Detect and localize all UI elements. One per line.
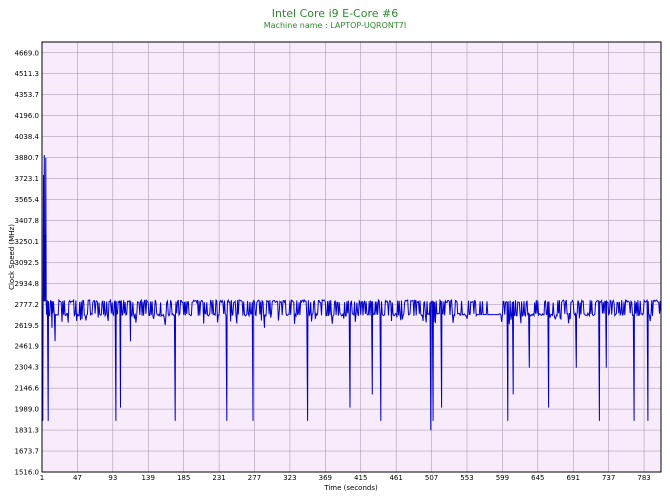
x-tick-label: 277 bbox=[248, 474, 261, 482]
y-tick-label: 3565.4 bbox=[15, 196, 40, 204]
x-tick-label: 231 bbox=[212, 474, 225, 482]
y-tick-label: 4353.7 bbox=[15, 91, 40, 99]
y-axis-label: Clock Speed (MHz) bbox=[8, 224, 16, 290]
plot-area bbox=[42, 42, 661, 472]
y-tick-label: 2146.6 bbox=[15, 385, 40, 393]
x-tick-label: 507 bbox=[425, 474, 438, 482]
y-tick-label: 4511.3 bbox=[15, 70, 40, 78]
x-tick-label: 645 bbox=[531, 474, 544, 482]
x-tick-label: 323 bbox=[283, 474, 296, 482]
x-tick-label: 737 bbox=[602, 474, 615, 482]
chart-title: Intel Core i9 E-Core #6 bbox=[272, 7, 398, 20]
y-tick-label: 3880.7 bbox=[15, 154, 40, 162]
y-tick-label: 3407.8 bbox=[15, 217, 40, 225]
y-tick-label: 2461.9 bbox=[15, 343, 40, 351]
y-tick-label: 2777.2 bbox=[15, 301, 40, 309]
x-tick-label: 599 bbox=[496, 474, 509, 482]
x-tick-label: 415 bbox=[354, 474, 367, 482]
y-tick-label: 4038.4 bbox=[15, 133, 40, 141]
y-tick-label: 1673.7 bbox=[15, 448, 40, 456]
x-tick-label: 93 bbox=[108, 474, 117, 482]
y-axis-ticks: 1516.0 1673.7 1831.3 1989.0 2146.6 2304.3 2461… bbox=[15, 49, 40, 476]
x-axis-ticks: 1 47 93 139 185 231 277 323 369 415 461 507 553 599 64… bbox=[40, 474, 651, 482]
y-tick-label: 1989.0 bbox=[15, 406, 40, 414]
y-tick-label: 3250.1 bbox=[15, 238, 40, 246]
y-tick-label: 4196.0 bbox=[15, 112, 40, 120]
x-tick-label: 783 bbox=[637, 474, 650, 482]
x-tick-label: 139 bbox=[142, 474, 155, 482]
x-tick-label: 369 bbox=[319, 474, 332, 482]
x-tick-label: 185 bbox=[177, 474, 190, 482]
grid bbox=[41, 42, 661, 473]
x-tick-label: 691 bbox=[567, 474, 580, 482]
x-tick-label: 47 bbox=[73, 474, 82, 482]
chart-subtitle: Machine name : LAPTOP-UQRONT7I bbox=[264, 21, 406, 30]
clock-speed-line bbox=[41, 154, 662, 431]
y-tick-label: 2304.3 bbox=[15, 364, 40, 372]
y-tick-label: 3092.5 bbox=[15, 259, 40, 267]
y-tick-label: 3723.1 bbox=[15, 175, 40, 183]
y-tick-label: 1831.3 bbox=[15, 427, 40, 435]
x-tick-label: 1 bbox=[40, 474, 44, 482]
y-tick-label: 2619.5 bbox=[15, 322, 40, 330]
x-tick-label: 461 bbox=[389, 474, 402, 482]
plot-frame bbox=[41, 41, 662, 473]
y-tick-label: 2934.8 bbox=[15, 280, 40, 288]
y-tick-label: 1516.0 bbox=[15, 469, 40, 477]
y-tick-label: 4669.0 bbox=[15, 49, 40, 57]
x-tick-label: 553 bbox=[460, 474, 473, 482]
x-axis-label: Time (seconds) bbox=[323, 484, 378, 492]
